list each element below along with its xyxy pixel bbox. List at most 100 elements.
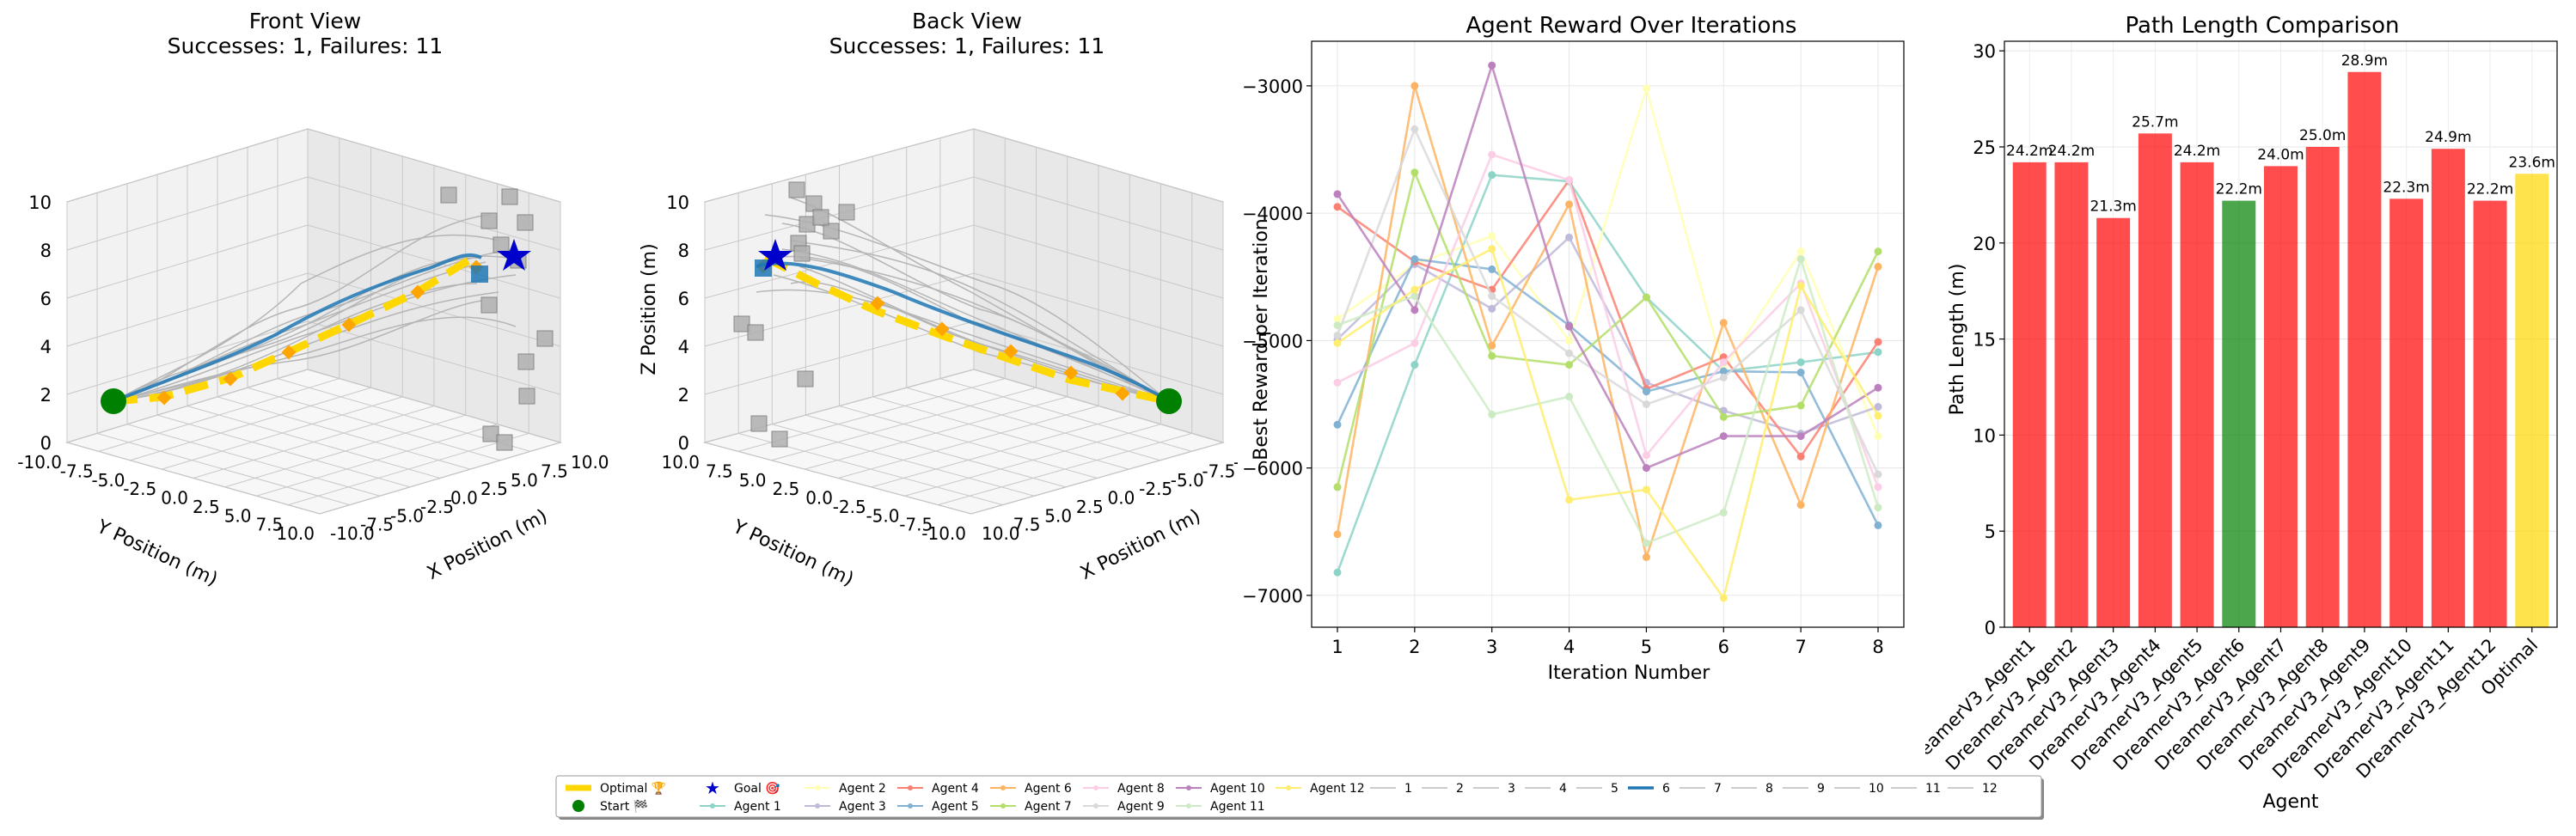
reward-xtick-label: 6	[1718, 637, 1729, 657]
reward-ytick-label: −6000	[1242, 459, 1303, 479]
front-view-success-path	[113, 253, 482, 403]
reward-point	[1874, 338, 1882, 346]
front-xtick-label: 10.0	[571, 452, 609, 473]
front-obstacle	[517, 353, 535, 370]
front-ztick-label: 2	[40, 385, 52, 406]
back-obstacle	[798, 216, 816, 233]
bar-dreamerv3-agent11	[2431, 149, 2465, 627]
bar-ytick-label: 20	[1973, 234, 1996, 254]
reward-xtick-label: 7	[1795, 637, 1806, 657]
bar-dreamerv3-agent6	[2222, 200, 2256, 627]
reward-point	[1796, 452, 1805, 461]
reward-point	[1874, 503, 1882, 512]
reward-point	[1488, 410, 1496, 418]
back-ztick-label: 10	[666, 192, 689, 213]
front-ytick-label: 0.0	[161, 488, 188, 509]
reward-point	[1874, 403, 1882, 412]
legend-label: Agent 8	[1117, 782, 1165, 796]
bar-ylabel: Path Length (m)	[1947, 264, 1968, 416]
reward-point	[1642, 552, 1650, 561]
reward-point	[1333, 530, 1342, 539]
reward-point	[1565, 361, 1574, 369]
back-obstacle	[812, 209, 829, 226]
back-xtick-label: 2.5	[1076, 497, 1104, 517]
front-agent-path	[113, 291, 499, 402]
reward-xtick-label: 5	[1641, 637, 1652, 657]
bar-value-label: 22.2m	[2216, 181, 2262, 198]
back-xtick-label: -7.5	[1202, 461, 1235, 481]
front-obstacle	[496, 434, 513, 451]
front-xtick-label: 7.5	[541, 461, 568, 481]
front-xtick-label: 5.0	[511, 470, 538, 491]
reward-xtick-label: 1	[1331, 637, 1343, 657]
reward-point	[1874, 383, 1882, 392]
bar-value-label: 25.0m	[2299, 127, 2346, 144]
reward-point	[1488, 304, 1496, 313]
front-agent-path	[113, 235, 499, 402]
reward-series-line-agent-9	[1336, 125, 1880, 475]
bar-xlabel: Agent	[2262, 791, 2318, 813]
back-ztick-label: 8	[678, 241, 689, 261]
reward-point	[1642, 84, 1650, 93]
legend-label: 6	[1662, 782, 1670, 796]
front-ytick-label: -5.0	[91, 470, 125, 491]
front-ytick-label: 7.5	[255, 515, 283, 535]
legend-label: 2	[1456, 782, 1464, 796]
back-xtick-label: 5.0	[1044, 505, 1072, 526]
bar-bars: 24.2m24.2m21.3m25.7m24.2m22.2m24.0m25.0m…	[2006, 52, 2555, 628]
bar-dreamerv3-agent5	[2180, 162, 2214, 627]
legend-label: Agent 2	[839, 782, 886, 796]
back-view-zlabel: Z Position (m)	[639, 243, 660, 375]
back-obstacle	[771, 430, 788, 448]
front-ytick-label: 2.5	[193, 497, 220, 517]
legend-label: Agent 9	[1117, 800, 1165, 814]
back-view-3d-chart: Back View Successes: 1, Failures: 11 0 2 4…	[639, 9, 1238, 590]
reward-chart-title: Agent Reward Over Iterations	[1466, 13, 1797, 39]
legend-label: Agent 3	[839, 800, 886, 814]
reward-point	[1488, 351, 1496, 360]
legend-label: 5	[1611, 782, 1618, 796]
path-length-bar-chart: Path Length Comparison 24.2m24.2m21.3m25…	[1925, 13, 2558, 813]
front-agent-path	[113, 316, 517, 402]
legend-label: 1	[1404, 782, 1412, 796]
reward-point	[1333, 483, 1342, 491]
bar-dreamerv3-agent3	[2096, 217, 2131, 628]
front-view-3d-chart: Front View Successes: 1, Failures: 11 0 2…	[17, 9, 609, 590]
reward-xtick-label: 3	[1486, 637, 1497, 657]
bar-dreamerv3-agent10	[2389, 198, 2424, 628]
front-view-title: Front View	[249, 9, 362, 34]
legend-label: 8	[1765, 782, 1773, 796]
bar-value-label: 24.0m	[2257, 146, 2304, 163]
reward-point	[1642, 539, 1650, 547]
back-obstacle	[805, 195, 823, 212]
reward-point	[1488, 265, 1496, 273]
reward-series-line-agent-8	[1337, 153, 1880, 488]
reward-point	[1796, 255, 1805, 264]
reward-point	[1796, 247, 1805, 256]
back-obstacle	[838, 204, 855, 221]
reward-ylabel: Best Reward per Iteration	[1251, 218, 1272, 461]
reward-point	[1565, 200, 1574, 209]
reward-point	[1719, 358, 1728, 367]
bar-dreamerv3-agent9	[2347, 71, 2382, 628]
front-agent-path	[113, 274, 517, 402]
back-xtick-label: 0.0	[1108, 488, 1135, 509]
reward-point	[1410, 292, 1419, 301]
back-obstacle	[747, 324, 764, 341]
front-view-obstacles	[440, 186, 554, 451]
legend-label: Agent 11	[1210, 800, 1265, 814]
back-agent-path	[798, 257, 1170, 402]
front-obstacle	[536, 330, 554, 347]
legend-label: Start 🏁	[600, 799, 648, 814]
front-obstacle	[501, 188, 518, 205]
reward-series-line-agent-2	[1337, 84, 1880, 437]
front-xtick-label: 0.0	[450, 488, 478, 509]
reward-point	[1410, 339, 1419, 347]
back-view-subtitle: Successes: 1, Failures: 11	[829, 34, 1105, 58]
reward-point	[1488, 245, 1496, 253]
bar-ytick-label: 30	[1973, 41, 1996, 62]
back-view-ylabel: Y Position (m)	[729, 516, 857, 590]
reward-ytick-label: −4000	[1242, 204, 1303, 224]
legend-label: Agent 12	[1310, 782, 1365, 796]
front-obstacle	[493, 236, 510, 253]
